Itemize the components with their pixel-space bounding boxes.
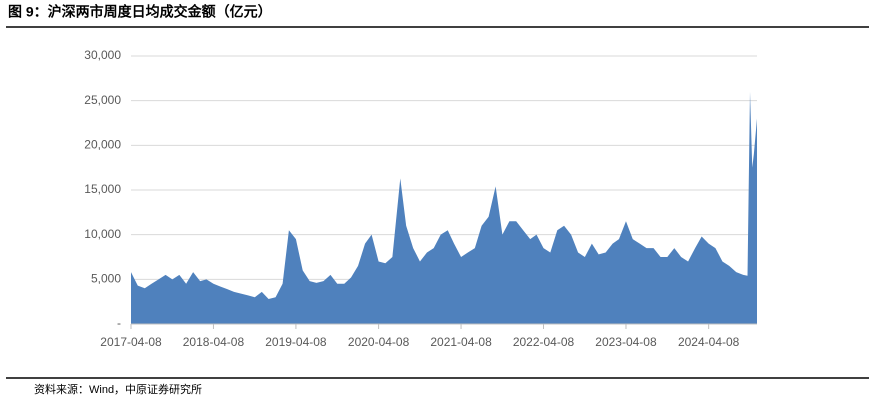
y-tick-label: 5,000	[91, 272, 121, 286]
y-tick-label: 20,000	[84, 138, 121, 152]
x-tick-label: 2021-04-08	[430, 335, 492, 349]
x-tick-label: 2024-04-08	[678, 335, 740, 349]
area	[131, 91, 757, 324]
x-tick-label: 2022-04-08	[513, 335, 575, 349]
y-tick-label: -	[117, 316, 121, 330]
x-tick-label: 2018-04-08	[183, 335, 245, 349]
y-tick-label: 15,000	[84, 182, 121, 196]
y-tick-label: 25,000	[84, 93, 121, 107]
y-tick-label: 30,000	[84, 48, 121, 62]
x-tick-label: 2020-04-08	[348, 335, 410, 349]
x-tick-label: 2019-04-08	[265, 335, 327, 349]
source-note: 资料来源：Wind，中原证券研究所	[34, 382, 202, 396]
x-tick-label: 2017-04-08	[100, 335, 162, 349]
x-tick-label: 2023-04-08	[595, 335, 657, 349]
y-tick-label: 10,000	[84, 227, 121, 241]
chart-title: 图 9：沪深两市周度日均成交金额（亿元）	[8, 4, 272, 20]
